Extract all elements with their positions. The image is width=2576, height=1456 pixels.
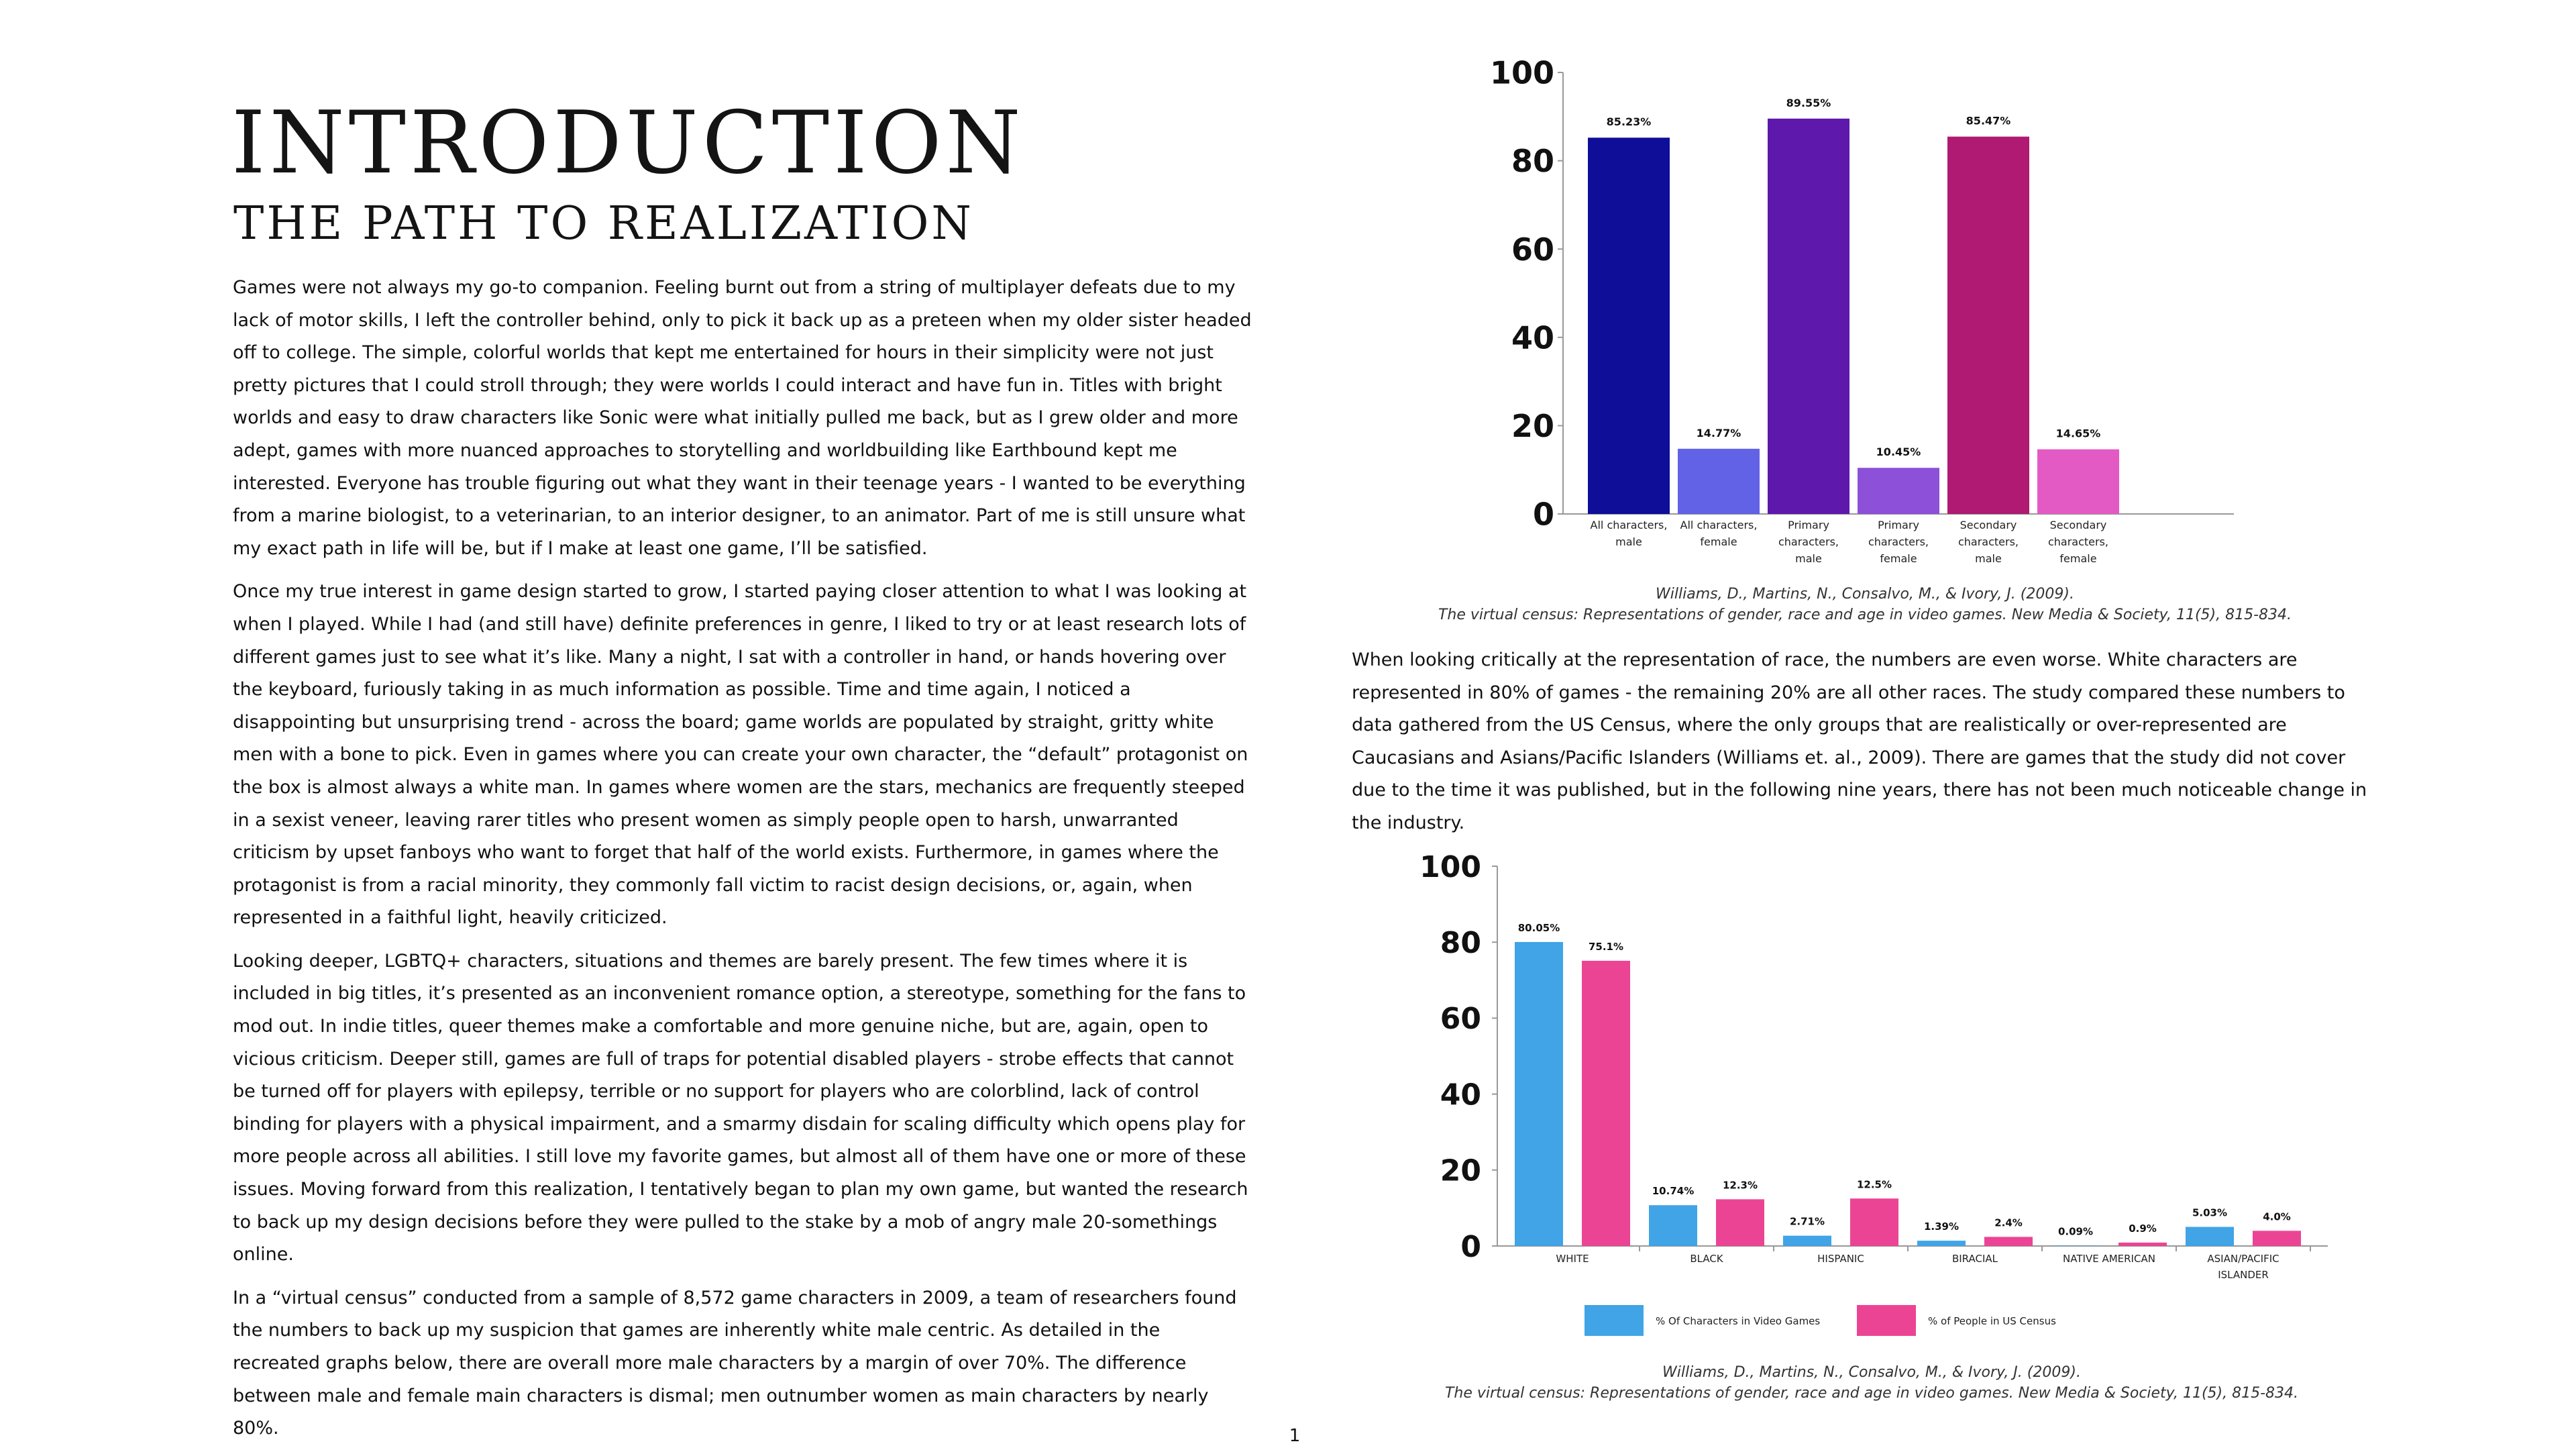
- x-tick-label: NATIVE AMERICAN: [2063, 1253, 2155, 1265]
- bar: [1768, 118, 1849, 515]
- bar-value-label: 75.1%: [1589, 941, 1623, 953]
- x-tick-label: characters,: [2048, 535, 2108, 548]
- bar-value-label: 14.65%: [2056, 427, 2101, 440]
- bar: [1515, 941, 1563, 1246]
- bar-value-label: 0.09%: [2058, 1225, 2093, 1237]
- citation: Williams, D., Martins, N., Consalvo, M.,…: [1348, 1362, 2395, 1404]
- bar-value-label: 10.45%: [1876, 446, 1921, 458]
- y-tick-label: 20: [1511, 408, 1554, 444]
- paragraph: Games were not always my go-to companion…: [233, 277, 1252, 559]
- bar: [1850, 1198, 1898, 1246]
- x-tick-label: female: [2059, 552, 2096, 565]
- y-tick-label: 40: [1511, 319, 1554, 356]
- bar: [1917, 1241, 1966, 1246]
- bar-value-label: 14.77%: [1697, 427, 1741, 439]
- citation-line: Williams, D., Martins, N., Consalvo, M.,…: [1662, 1364, 2081, 1381]
- bar: [2253, 1231, 2301, 1246]
- x-tick-label: characters,: [1778, 535, 1839, 548]
- y-tick-label: 0: [1533, 497, 1554, 533]
- x-tick-label: characters,: [1868, 535, 1929, 548]
- x-tick-label: BIRACIAL: [1952, 1253, 1998, 1265]
- bar-value-label: 5.03%: [2192, 1207, 2227, 1219]
- bar-value-label: 0.9%: [2129, 1223, 2157, 1235]
- x-tick-label: ISLANDER: [2218, 1269, 2269, 1281]
- x-tick-label: All characters,: [1591, 519, 1668, 531]
- bar: [1588, 138, 1670, 515]
- bar: [2051, 1245, 2100, 1246]
- paragraph: In a “virtual census” conducted from a s…: [233, 1287, 1237, 1439]
- x-tick-label: male: [1975, 552, 2002, 565]
- paragraph: When looking critically at the represent…: [1352, 649, 2367, 833]
- bar-value-label: 1.39%: [1924, 1220, 1959, 1233]
- citation-line: The virtual census: Representations of g…: [1438, 607, 2292, 623]
- x-tick-label: BLACK: [1690, 1253, 1723, 1265]
- bar-value-label: 12.5%: [1857, 1178, 1892, 1190]
- body-text-left: Games were not always my go-to companion…: [233, 272, 1252, 1456]
- bar: [2118, 1242, 2167, 1246]
- bar: [1649, 1205, 1697, 1246]
- bar-value-label: 80.05%: [1518, 922, 1560, 934]
- page-title: INTRODUCTION: [231, 93, 1025, 193]
- citation: Williams, D., Martins, N., Consalvo, M.,…: [1342, 584, 2388, 625]
- bar-value-label: 85.47%: [1966, 115, 2011, 127]
- bar-value-label: 4.0%: [2263, 1210, 2291, 1223]
- x-tick-label: characters,: [1958, 535, 2019, 548]
- bar-value-label: 2.71%: [1790, 1216, 1825, 1228]
- y-tick-label: 40: [1440, 1078, 1481, 1112]
- x-tick-label: Secondary: [2050, 519, 2107, 531]
- x-tick-label: All characters,: [1680, 519, 1758, 531]
- page-number: 1: [1289, 1426, 1301, 1446]
- bar: [1947, 136, 2029, 514]
- bar-value-label: 89.55%: [1786, 97, 1831, 109]
- x-tick-label: female: [1880, 552, 1917, 565]
- gender-bar-chart: 0 20 40 60 80 100 85.23% All characters, male 14.…: [1490, 55, 2234, 565]
- citation-line: The virtual census: Representations of g…: [1444, 1385, 2299, 1402]
- paragraph: Once my true interest in game design sta…: [233, 581, 1248, 929]
- bar-value-label: 10.74%: [1652, 1185, 1694, 1197]
- bar-value-label: 85.23%: [1607, 115, 1652, 128]
- y-tick-label: 60: [1511, 231, 1554, 268]
- bar: [1783, 1235, 1831, 1246]
- y-tick-label: 80: [1511, 143, 1554, 179]
- page-subtitle: THE PATH TO REALIZATION: [233, 197, 974, 250]
- bar: [1984, 1237, 2033, 1246]
- x-tick-label: male: [1795, 552, 1822, 565]
- bar: [1716, 1199, 1764, 1246]
- bar: [2186, 1227, 2234, 1246]
- bar-value-label: 2.4%: [1994, 1216, 2023, 1229]
- paragraph: Looking deeper, LGBTQ+ characters, situa…: [233, 950, 1248, 1265]
- y-tick-label: 100: [1490, 55, 1554, 91]
- legend-label: % of People in US Census: [1928, 1315, 2056, 1327]
- x-tick-label: female: [1700, 535, 1737, 548]
- y-tick-label: 60: [1440, 1002, 1481, 1036]
- bar-value-label: 12.3%: [1723, 1179, 1758, 1191]
- x-tick-label: ASIAN/PACIFIC: [2207, 1253, 2279, 1265]
- x-tick-label: Secondary: [1960, 519, 2017, 531]
- y-tick-label: 100: [1419, 850, 1481, 884]
- x-tick-label: Primary: [1878, 519, 1919, 531]
- legend-label: % Of Characters in Video Games: [1656, 1315, 1820, 1327]
- bar: [1678, 448, 1760, 514]
- y-tick-label: 0: [1460, 1230, 1481, 1264]
- bar: [1858, 468, 1939, 514]
- legend-swatch: [1857, 1305, 1916, 1336]
- bar: [2037, 449, 2119, 514]
- y-tick-label: 20: [1440, 1154, 1481, 1188]
- x-tick-label: male: [1615, 535, 1642, 548]
- legend-swatch: [1585, 1305, 1644, 1336]
- x-tick-label: HISPANIC: [1817, 1253, 1864, 1265]
- x-tick-label: WHITE: [1556, 1253, 1589, 1265]
- y-tick-label: 80: [1440, 926, 1481, 960]
- citation-line: Williams, D., Martins, N., Consalvo, M.,…: [1656, 586, 2074, 603]
- x-tick-label: Primary: [1788, 519, 1829, 531]
- bar: [1582, 960, 1630, 1246]
- body-text-right: When looking critically at the represent…: [1352, 644, 2371, 840]
- race-bar-chart: 0 20 40 60 80 100 80.05% 10.74% 2.71% 1.39% 0.09% 5…: [1419, 850, 2328, 1336]
